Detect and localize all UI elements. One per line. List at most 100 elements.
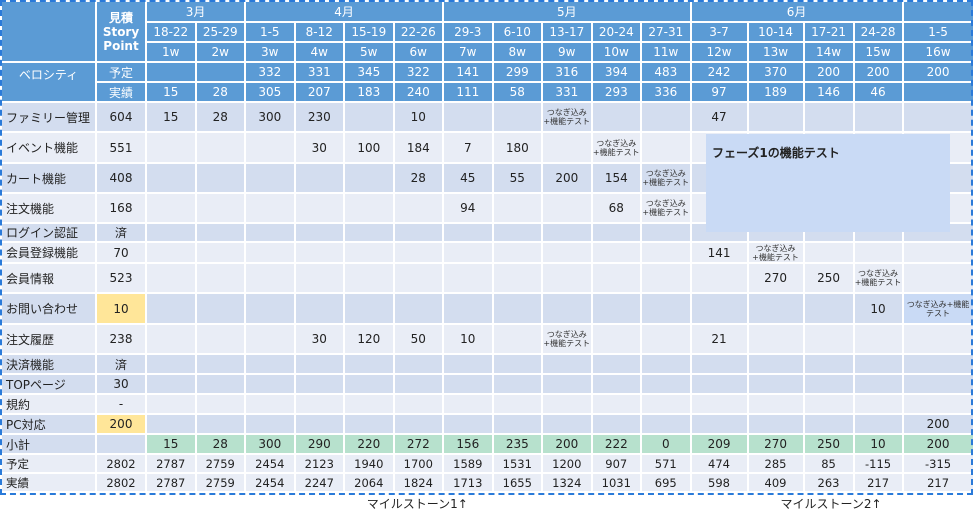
feature-cell[interactable]: [343, 262, 395, 294]
feature-cell[interactable]: [901, 393, 973, 415]
feature-cell[interactable]: [852, 323, 904, 355]
feature-cell[interactable]: [802, 241, 855, 264]
month-header[interactable]: 4月: [244, 0, 445, 23]
remaining-actual-cell[interactable]: 217: [852, 472, 904, 493]
feature-cell[interactable]: [293, 413, 346, 435]
note-cell[interactable]: つなぎ込み+機能テスト: [746, 241, 805, 264]
velocity-plan-cell[interactable]: [145, 61, 197, 83]
velocity-actual-cell[interactable]: 240: [392, 81, 445, 103]
feature-cell[interactable]: [802, 373, 855, 395]
feature-cell[interactable]: [491, 353, 544, 375]
feature-cell[interactable]: [194, 131, 247, 164]
feature-cell[interactable]: [640, 373, 692, 395]
feature-name[interactable]: 規約: [0, 393, 97, 415]
velocity-actual-cell[interactable]: 293: [590, 81, 643, 103]
feature-cell[interactable]: [244, 241, 296, 264]
feature-cell[interactable]: [541, 292, 593, 325]
remaining-plan-cell[interactable]: -315: [901, 453, 973, 474]
velocity-actual-cell[interactable]: 58: [491, 81, 544, 103]
feature-cell[interactable]: [343, 162, 395, 194]
feature-name[interactable]: TOPページ: [0, 373, 97, 395]
week-number-header[interactable]: 9w: [541, 41, 593, 63]
week-number-header[interactable]: 10w: [590, 41, 643, 63]
feature-cell[interactable]: [590, 222, 643, 243]
week-range-header[interactable]: 1-5: [901, 21, 973, 43]
velocity-plan-cell[interactable]: 345: [343, 61, 395, 83]
remaining-plan-cell[interactable]: 85: [802, 453, 855, 474]
feature-cell[interactable]: [343, 373, 395, 395]
feature-cell[interactable]: [392, 292, 445, 325]
week-range-header[interactable]: 6-10: [491, 21, 544, 43]
velocity-plan-cell[interactable]: 394: [590, 61, 643, 83]
velocity-plan-cell[interactable]: 483: [640, 61, 692, 83]
feature-cell[interactable]: [442, 353, 494, 375]
subtotal-cell[interactable]: 220: [343, 433, 395, 455]
feature-name[interactable]: ログイン認証: [0, 222, 97, 243]
velocity-plan-cell[interactable]: 200: [852, 61, 904, 83]
feature-cell[interactable]: [293, 262, 346, 294]
week-number-header[interactable]: 5w: [343, 41, 395, 63]
feature-cell[interactable]: [491, 413, 544, 435]
feature-cell[interactable]: 68: [590, 192, 643, 224]
note-cell[interactable]: つなぎ込み+機能テスト: [590, 131, 643, 164]
feature-cell[interactable]: 120: [343, 323, 395, 355]
feature-cell[interactable]: [640, 413, 692, 435]
feature-cell[interactable]: [343, 413, 395, 435]
feature-cell[interactable]: [145, 353, 197, 375]
feature-cell[interactable]: [590, 373, 643, 395]
feature-cell[interactable]: [590, 353, 643, 375]
week-range-header[interactable]: 20-24: [590, 21, 643, 43]
feature-name[interactable]: イベント機能: [0, 131, 97, 164]
feature-cell[interactable]: [491, 292, 544, 325]
remaining-actual-cell[interactable]: 2454: [244, 472, 296, 493]
remaining-plan-cell[interactable]: 1700: [392, 453, 445, 474]
remaining-plan-cell[interactable]: 1589: [442, 453, 494, 474]
empty-cell[interactable]: [95, 491, 147, 515]
story-point-cell[interactable]: 168: [95, 192, 147, 224]
feature-cell[interactable]: [640, 131, 692, 164]
feature-cell[interactable]: [244, 162, 296, 194]
velocity-actual-label[interactable]: 実績: [95, 81, 147, 103]
feature-cell[interactable]: [640, 393, 692, 415]
feature-cell[interactable]: [689, 393, 749, 415]
feature-cell[interactable]: [541, 131, 593, 164]
subtotal-cell[interactable]: 209: [689, 433, 749, 455]
feature-cell[interactable]: [343, 101, 395, 133]
velocity-plan-label[interactable]: 予定: [95, 61, 147, 83]
feature-cell[interactable]: [852, 413, 904, 435]
feature-cell[interactable]: [343, 222, 395, 243]
feature-cell[interactable]: [541, 413, 593, 435]
feature-cell[interactable]: [590, 323, 643, 355]
feature-cell[interactable]: [901, 323, 973, 355]
remaining-actual-cell[interactable]: 263: [802, 472, 855, 493]
feature-cell[interactable]: 30: [293, 323, 346, 355]
feature-cell[interactable]: [442, 101, 494, 133]
header-corner[interactable]: [0, 0, 97, 63]
remaining-plan-cell[interactable]: 2787: [145, 453, 197, 474]
velocity-actual-cell[interactable]: 111: [442, 81, 494, 103]
velocity-plan-cell[interactable]: 331: [293, 61, 346, 83]
subtotal-cell[interactable]: 200: [901, 433, 973, 455]
feature-cell[interactable]: [194, 393, 247, 415]
feature-cell[interactable]: [442, 292, 494, 325]
story-point-cell[interactable]: 408: [95, 162, 147, 194]
feature-cell[interactable]: 180: [491, 131, 544, 164]
story-point-cell[interactable]: 済: [95, 222, 147, 243]
feature-cell[interactable]: 10: [852, 292, 904, 325]
feature-cell[interactable]: [392, 373, 445, 395]
remaining-actual-cell[interactable]: 1031: [590, 472, 643, 493]
subtotal-cell[interactable]: 272: [392, 433, 445, 455]
subtotal-cell[interactable]: 0: [640, 433, 692, 455]
feature-cell[interactable]: [746, 373, 805, 395]
subtotal-cell[interactable]: 235: [491, 433, 544, 455]
feature-cell[interactable]: [590, 262, 643, 294]
feature-cell[interactable]: [640, 222, 692, 243]
feature-cell[interactable]: 200: [541, 162, 593, 194]
feature-cell[interactable]: 47: [689, 101, 749, 133]
velocity-plan-cell[interactable]: 332: [244, 61, 296, 83]
feature-cell[interactable]: [343, 241, 395, 264]
remaining-plan-cell[interactable]: 571: [640, 453, 692, 474]
velocity-plan-cell[interactable]: [194, 61, 247, 83]
feature-name[interactable]: ファミリー管理: [0, 101, 97, 133]
month-header[interactable]: 3月: [144, 0, 247, 23]
